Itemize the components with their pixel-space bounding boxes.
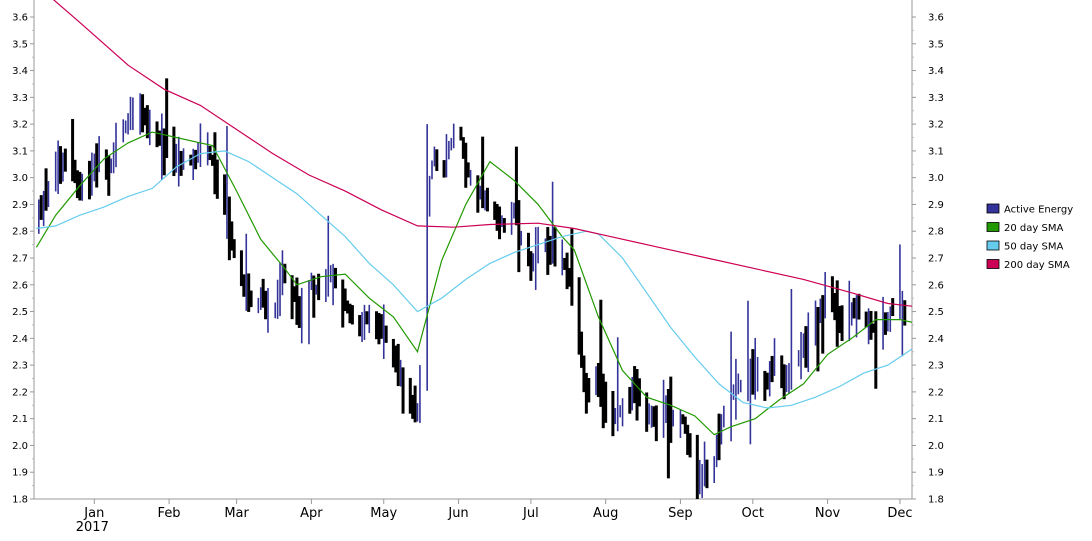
y-tick-label-right: 3.4 [928,66,944,77]
y-tick-label-right: 2.6 [928,280,944,291]
y-tick-label-right: 2.3 [928,361,944,372]
x-tick-label: Sep [668,506,693,521]
x-tick-label: Dec [887,506,912,521]
x-tick-sublabel: 2017 [76,520,109,535]
y-tick-label-left: 2.3 [12,361,28,372]
y-tick-label-right: 2.8 [928,227,944,238]
y-tick-label-left: 2.2 [12,387,28,398]
y-tick-label-right: 2.2 [928,387,944,398]
y-tick-label-right: 2.1 [928,414,944,425]
y-tick-label-left: 2.5 [12,307,28,318]
x-tick-label: Oct [742,506,764,521]
y-tick-label-right: 2.5 [928,307,944,318]
y-tick-label-left: 2.4 [12,334,28,345]
y-tick-label-left: 3.6 [12,13,28,24]
x-tick-label: Jan [83,506,104,521]
y-tick-label-right: 3.6 [928,13,944,24]
series-line [36,150,912,409]
y-tick-label-right: 3.3 [928,93,944,104]
y-tick-label-right: 3.5 [928,39,944,50]
legend-swatch [986,240,1000,251]
y-tick-label-right: 2.4 [928,334,944,345]
legend-swatch [986,259,1000,269]
x-tick-label: Aug [593,506,618,521]
y-tick-label-right: 3.0 [928,173,944,184]
y-tick-label-left: 3.1 [12,146,28,157]
plot-frame [33,0,913,500]
y-tick-label-left: 3.5 [12,39,28,50]
y-tick-label-left: 1.9 [12,468,28,479]
x-tick-label: Feb [158,506,181,521]
y-tick-label-right: 2.0 [928,441,944,452]
legend: Active Energy 20 day SMA 50 day SMA 200 day… [986,203,1073,271]
sma-lines [35,0,912,436]
x-tick-label: Nov [815,506,841,521]
y-tick-label-left: 3.4 [12,66,28,77]
y-tick-label-right: 3.1 [928,146,944,157]
y-tick-label-right: 2.9 [928,200,944,211]
legend-swatch [986,203,1000,214]
x-tick-label: May [370,506,397,521]
y-tick-label-left: 1.8 [12,495,28,506]
y-tick-label-left: 3.3 [12,93,28,104]
y-tick-label-left: 2.6 [12,280,28,291]
y-tick-label-right: 1.9 [928,468,944,479]
y-tick-label-right: 2.7 [928,254,944,265]
y-tick-label-left: 2.0 [12,441,28,452]
y-axis-right: 1.8 1.9 2.0 2.1 2.2 2.3 2.4 2.5 2.6 2.7 2.8 2.9 3.0 3… [912,13,944,506]
x-tick-label: Mar [224,506,249,521]
y-axis-left: 1.8 1.9 2.0 2.1 2.2 2.3 2.4 2.5 2.6 2.7 2.8 2.9 3.0 3… [12,13,34,506]
y-tick-label-left: 2.9 [12,200,28,211]
y-tick-label-left: 3.0 [12,173,28,184]
x-tick-label: Jun [447,506,468,521]
x-tick-label: Apr [300,506,323,521]
series-line [52,0,912,307]
y-tick-label-right: 3.2 [928,120,944,131]
x-tick-label: Jul [522,506,539,521]
legend-label: Active Energy [1004,205,1073,216]
y-tick-label-left: 2.1 [12,414,28,425]
legend-label: 200 day SMA [1004,260,1070,271]
y-tick-label-right: 1.8 [928,495,944,506]
y-tick-label-left: 3.2 [12,120,28,131]
legend-label: 20 day SMA [1004,223,1063,234]
y-tick-label-left: 2.8 [12,227,28,238]
series-line [35,131,912,436]
plot-area [34,0,912,499]
y-tick-label-left: 2.7 [12,254,28,265]
legend-swatch [986,222,1000,232]
legend-label: 50 day SMA [1004,242,1063,253]
ohlc-bars [38,78,907,499]
